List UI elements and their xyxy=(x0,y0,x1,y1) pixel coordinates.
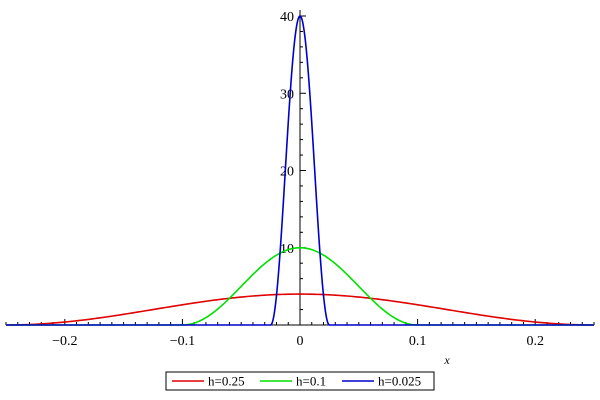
legend-label-3: h=0.025 xyxy=(378,374,421,389)
series-line-1 xyxy=(5,293,595,326)
y-tick-label: 30 xyxy=(280,87,294,102)
series-line-3 xyxy=(6,15,594,326)
legend: h=0.25 h=0.1 h=0.025 xyxy=(165,371,435,391)
y-tick-label: 40 xyxy=(280,10,294,25)
series-layer xyxy=(5,15,595,326)
legend-label-1: h=0.25 xyxy=(208,374,245,389)
x-tick-label: 0 xyxy=(297,334,304,349)
legend-box xyxy=(165,371,435,391)
y-tick-label: 20 xyxy=(280,165,294,180)
x-tick-label: 0.2 xyxy=(526,334,544,349)
x-axis-label: x xyxy=(443,353,450,367)
x-tick-label: 0.1 xyxy=(409,334,427,349)
series-line-2 xyxy=(6,246,594,326)
x-tick-label: −0.1 xyxy=(170,334,195,349)
x-tick-label: −0.2 xyxy=(52,334,77,349)
legend-label-2: h=0.1 xyxy=(296,374,326,389)
